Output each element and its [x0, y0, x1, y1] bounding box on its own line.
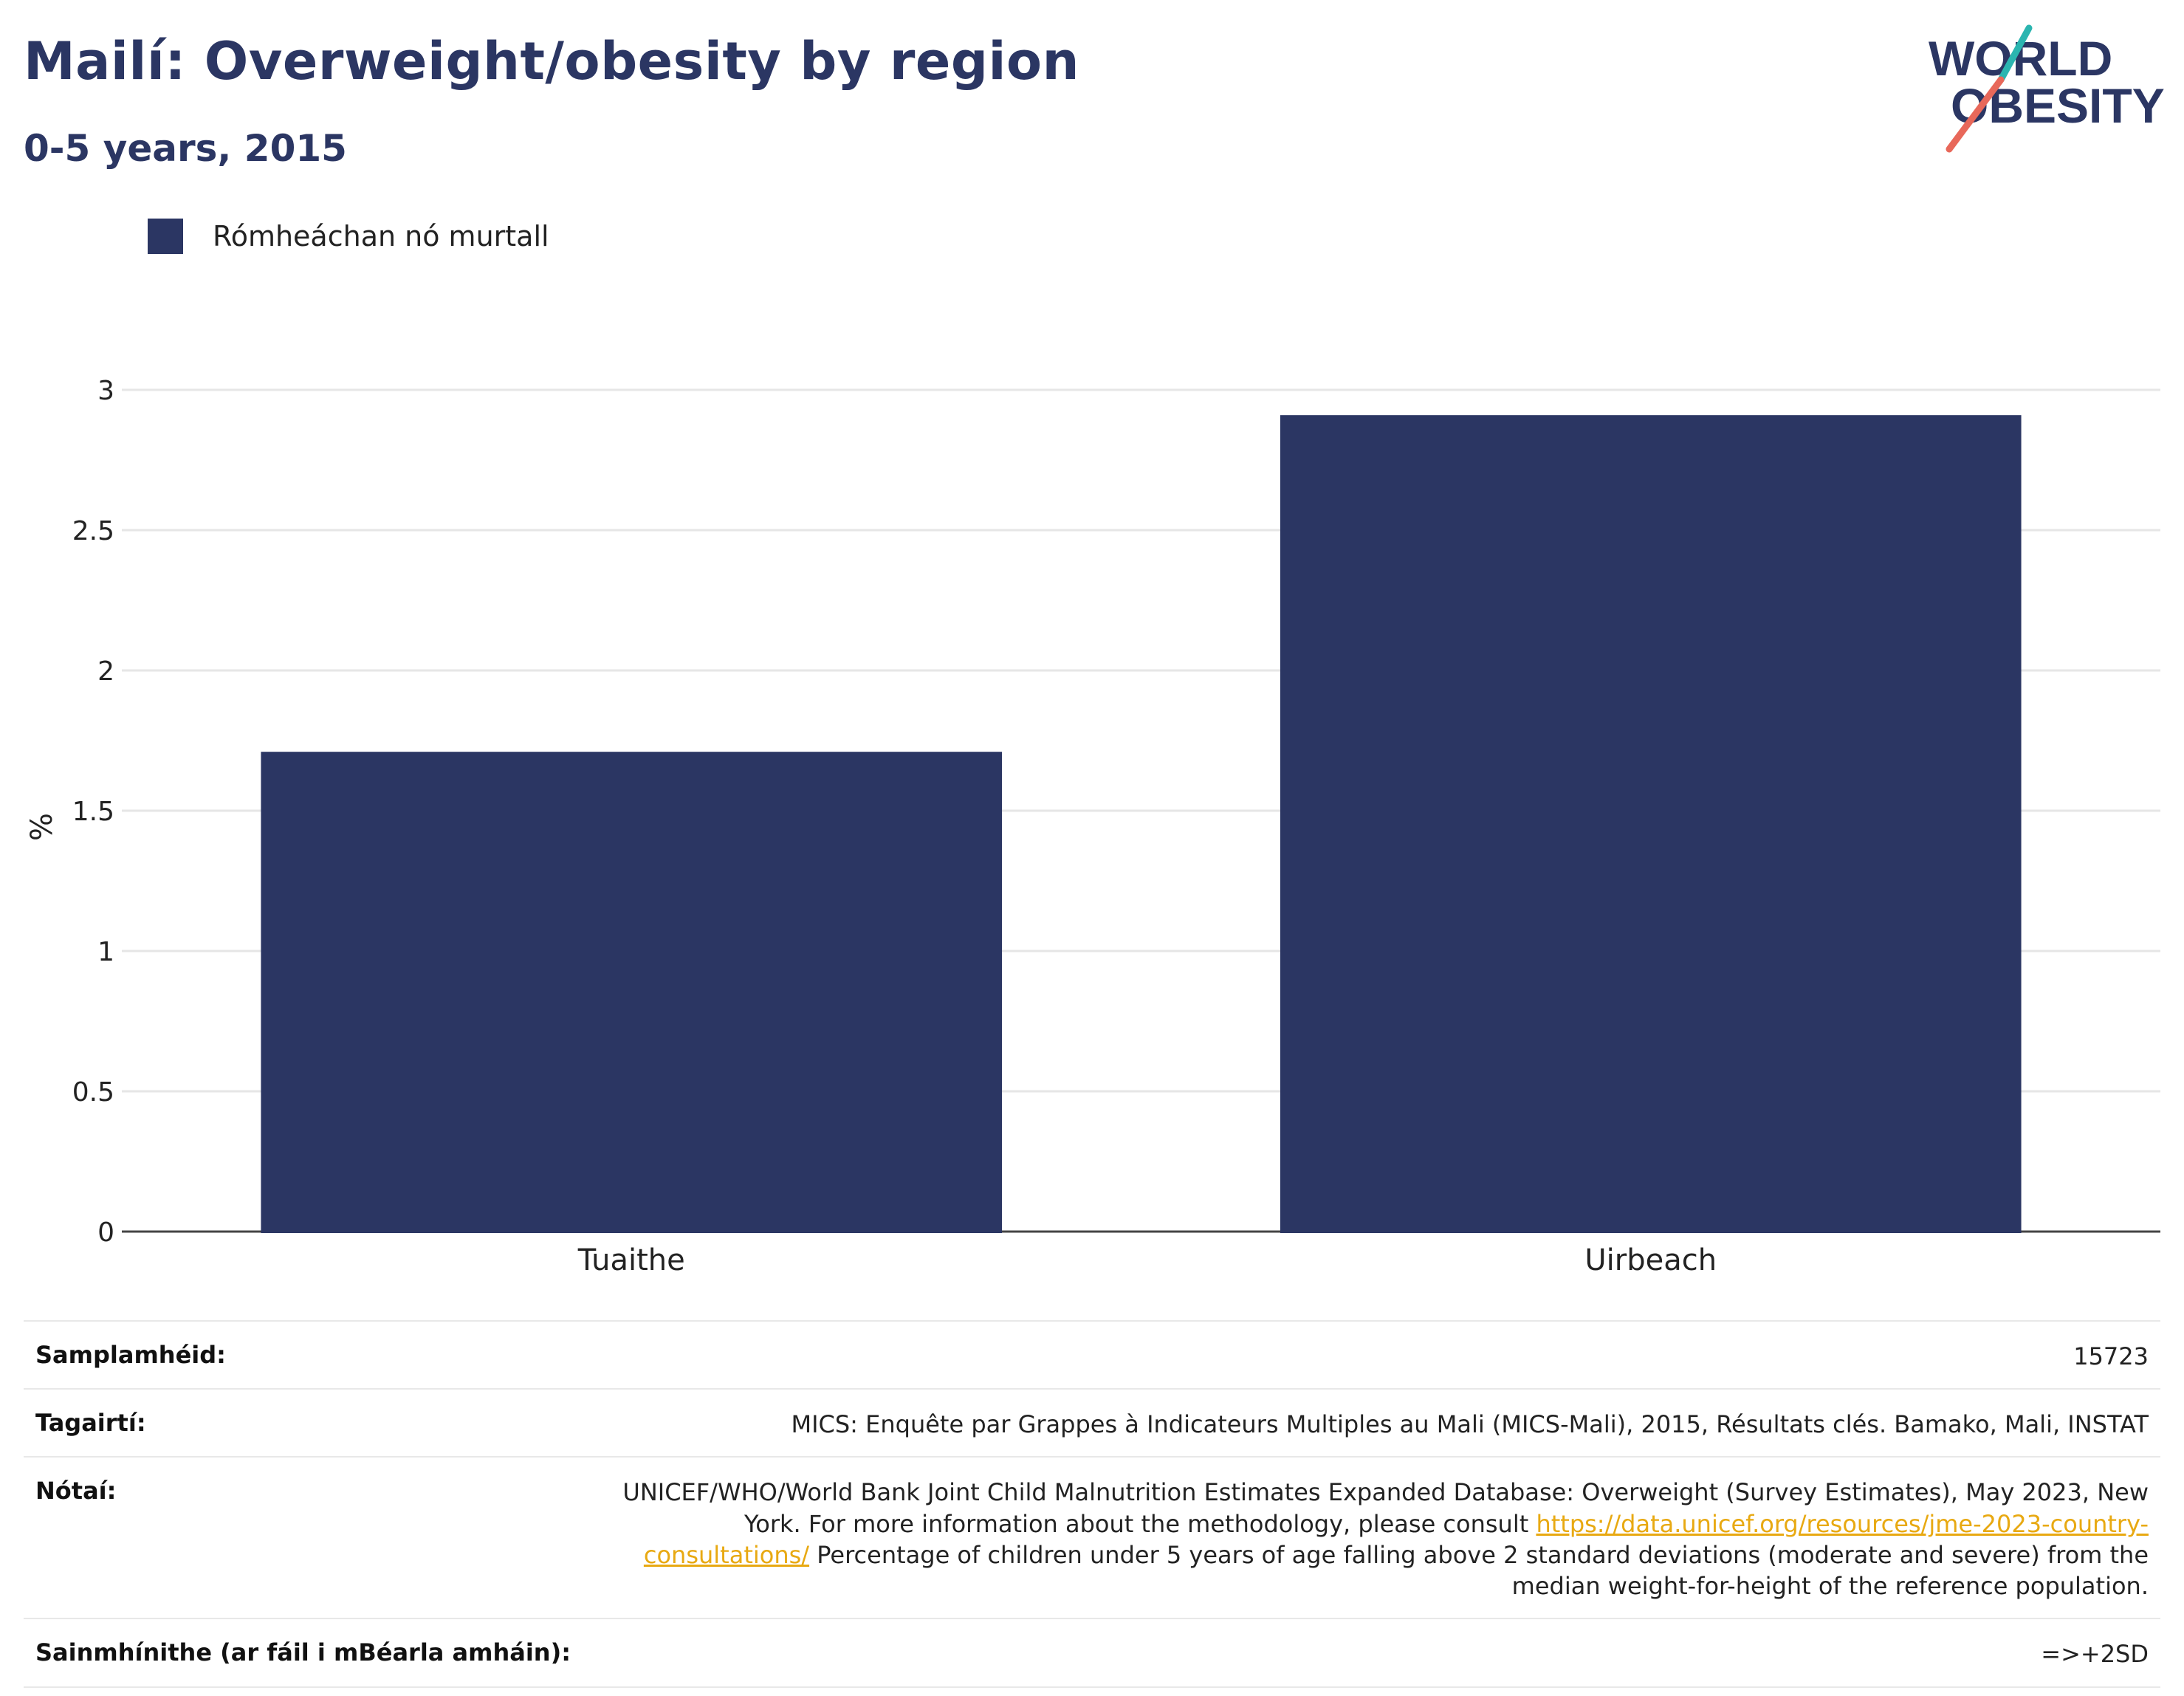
- y-tick-label: 2.5: [72, 516, 114, 546]
- references-value: MICS: Enquête par Grappes à Indicateurs …: [791, 1410, 2149, 1439]
- definitions-value: =>+2SD: [2041, 1640, 2149, 1669]
- chart-legend: Rómheáchan nó murtall: [148, 219, 549, 254]
- y-tick-label: 2: [97, 656, 114, 687]
- y-tick-label: 3: [97, 376, 114, 406]
- y-tick-label: 1: [97, 937, 114, 967]
- logo-slash-teal: [1997, 24, 2033, 83]
- logo-line2: OBESITY: [1951, 78, 2165, 133]
- bar: [1280, 415, 2022, 1234]
- references-row: Tagairtí: MICS: Enquête par Grappes à In…: [24, 1388, 2160, 1456]
- legend-label: Rómheáchan nó murtall: [213, 220, 549, 253]
- logo-slash-coral: [1946, 76, 2005, 153]
- metadata-table: Samplamhéid: 15723 Tagairtí: MICS: Enquê…: [24, 1320, 2160, 1688]
- sample-size-label: Samplamhéid:: [35, 1341, 226, 1369]
- y-axis-label: %: [25, 813, 59, 841]
- notes-text-2: Percentage of children under 5 years of …: [817, 1540, 2149, 1601]
- references-label: Tagairtí:: [35, 1409, 146, 1438]
- methodology-link[interactable]: https://data.unicef.org/resources/jme-20…: [643, 1509, 2149, 1569]
- legend-swatch: [148, 219, 183, 254]
- page-title: Mailí: Overweight/obesity by region: [24, 31, 1079, 92]
- notes-value: UNICEF/WHO/World Bank Joint Child Malnut…: [598, 1477, 2149, 1601]
- notes-row: Nótaí: UNICEF/WHO/World Bank Joint Child…: [24, 1456, 2160, 1618]
- notes-text-1: UNICEF/WHO/World Bank Joint Child Malnut…: [622, 1478, 2149, 1538]
- x-tick-label: Uirbeach: [1584, 1243, 1717, 1277]
- page-subtitle: 0-5 years, 2015: [24, 127, 347, 170]
- sample-size-row: Samplamhéid: 15723: [24, 1320, 2160, 1388]
- notes-label: Nótaí:: [35, 1477, 117, 1506]
- y-tick-label: 1.5: [72, 797, 114, 827]
- definitions-label: Sainmhínithe (ar fáil i mBéarla amháin):: [35, 1638, 571, 1667]
- definitions-row: Sainmhínithe (ar fáil i mBéarla amháin):…: [24, 1618, 2160, 1688]
- y-tick-label: 0: [97, 1218, 114, 1248]
- bar-chart: 0 0.5 1 1.5 2 2.5 3% Tuaithe Uirbeach: [25, 376, 2160, 1277]
- x-tick-label: Tuaithe: [577, 1243, 685, 1277]
- y-tick-label: 0.5: [72, 1077, 114, 1108]
- bar: [261, 752, 1003, 1233]
- world-obesity-logo: WORLD OBESITY: [1927, 22, 2171, 155]
- sample-size-value: 15723: [2073, 1342, 2149, 1370]
